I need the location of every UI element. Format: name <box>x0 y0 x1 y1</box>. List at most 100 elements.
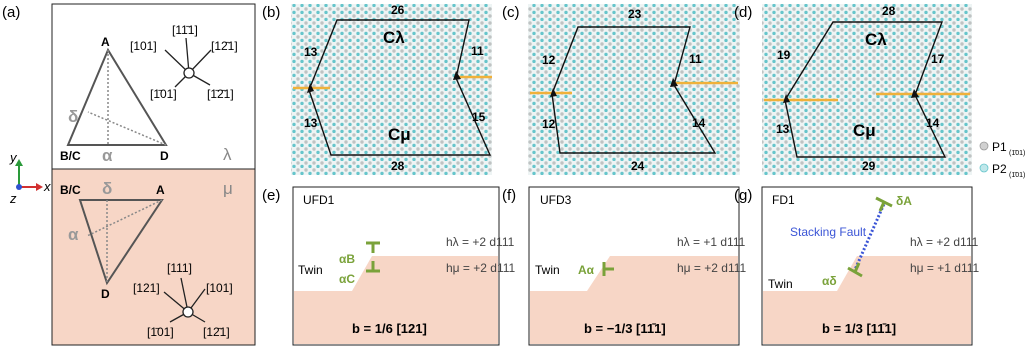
panel-d-label: (d) <box>734 4 752 21</box>
bottom-dir-1: [111] <box>167 261 192 275</box>
b-c-lambda: Cλ <box>383 28 405 47</box>
coordinate-axes: y x z <box>9 150 51 206</box>
d-right-upper: 17 <box>931 52 945 66</box>
atom-map-b <box>291 4 492 175</box>
panel-f-title: UFD3 <box>540 193 572 207</box>
top-vertex-d: D <box>160 149 169 163</box>
lambda-box <box>51 3 256 170</box>
bottom-dir-4: [12̄1] <box>203 325 230 339</box>
panel-e-mu-region <box>294 256 498 344</box>
d-c-mu: Cμ <box>853 121 876 140</box>
b-left-lower: 13 <box>304 116 318 130</box>
panel-a-label: (a) <box>2 4 20 21</box>
disloc-a-alpha: Aα <box>578 263 595 277</box>
disloc-alpha-b-symbol <box>366 241 380 253</box>
mu-symbol: μ <box>223 179 233 198</box>
d-c-lambda: Cλ <box>865 30 887 49</box>
bottom-dir-0: [121] <box>133 281 160 295</box>
lambda-symbol: λ <box>223 145 232 164</box>
bottom-thompson-triangle <box>78 199 164 286</box>
panel-e-twin: Twin <box>298 263 323 277</box>
axis-y-label: y <box>9 150 18 165</box>
panel-g-h-mu: hμ = +1 d111 <box>910 261 980 275</box>
panel-c-label: (c) <box>502 4 520 21</box>
bottom-dir-2: [101] <box>206 281 233 295</box>
c-bottom: 24 <box>631 159 645 173</box>
bottom-median-d <box>86 199 163 237</box>
panel-e-title: UFD1 <box>303 193 335 207</box>
atom-map-c <box>528 4 740 175</box>
bottom-direction-star: [121] [111] [101] [1̄01] [12̄1] <box>133 261 233 339</box>
d-left-lower: 13 <box>776 122 790 136</box>
c-top: 23 <box>628 7 642 21</box>
disloc-alpha-delta: αδ <box>822 274 837 288</box>
panel-e: (e) UFD1 hλ = +2 d111 hμ = +2 d111 Twin … <box>262 186 516 346</box>
legend-p1: P1 <box>992 140 1007 154</box>
atom-legend: P1 (1̄01) P2 (1̄01) <box>979 140 1025 179</box>
d-top: 28 <box>882 4 896 18</box>
bottom-dir-3: [1̄01] <box>147 325 174 339</box>
bottom-delta: δ <box>102 179 112 198</box>
top-vertex-a: A <box>101 35 110 49</box>
top-alpha: α <box>102 146 113 165</box>
b-right-upper: 11 <box>471 44 484 58</box>
bottom-vertex-a: A <box>156 183 165 197</box>
panel-e-burgers: b = 1/6 [121] <box>352 321 427 336</box>
disloc-alpha-c-symbol <box>366 261 380 273</box>
panel-g-label: (g) <box>734 187 752 204</box>
panel-a: (a) A B/C D α δ λ [101] [11̄1] [12̄1] [1… <box>2 3 256 346</box>
bottom-vertex-d: D <box>101 287 110 301</box>
c-right-lower: 14 <box>692 116 706 130</box>
legend-p1-sub: (1̄01) <box>1009 150 1025 157</box>
top-dir-2: [12̄1] <box>211 39 238 53</box>
disloc-alpha-delta-symbol <box>847 262 863 278</box>
atom-map-d <box>762 4 972 175</box>
c-right-upper: 11 <box>689 52 702 66</box>
d-left-upper: 19 <box>777 48 791 62</box>
panel-e-label: (e) <box>262 187 280 204</box>
b-top: 26 <box>391 3 405 17</box>
c-left-lower: 12 <box>542 117 556 131</box>
top-thompson-triangle <box>66 47 168 146</box>
legend-p2-sub: (1̄01) <box>1009 172 1025 179</box>
stacking-fault-line <box>852 203 886 273</box>
panel-f-h-lambda: hλ = +1 d111 <box>677 235 746 249</box>
panel-g-twin: Twin <box>768 277 793 291</box>
d-right-lower: 14 <box>926 116 940 130</box>
disloc-alpha-c: αC <box>339 272 355 286</box>
top-dir-0: [101] <box>130 39 157 53</box>
top-dir-3: [1̄01] <box>150 87 177 101</box>
top-delta: δ <box>68 107 78 126</box>
panel-e-h-mu: hμ = +2 d111 <box>446 261 516 275</box>
panel-f-h-mu: hμ = +2 d111 <box>677 261 747 275</box>
stacking-fault-label: Stacking Fault <box>790 225 867 239</box>
bottom-vertex-bc: B/C <box>60 183 81 197</box>
top-direction-star: [101] [11̄1] [12̄1] [1̄01] [1̄2̄1] <box>130 23 238 101</box>
d-bottom: 29 <box>862 159 876 173</box>
legend-p1-marker <box>979 141 989 151</box>
panel-f: (f) UFD3 hλ = +1 d111 hμ = +2 d111 Twin … <box>502 186 747 346</box>
panel-d: (d) 28 19 13 17 14 29 Cλ Cμ <box>734 4 972 175</box>
panel-b-label: (b) <box>262 4 280 21</box>
b-left-upper: 13 <box>304 45 318 59</box>
top-dir-4: [1̄2̄1] <box>207 87 234 101</box>
panel-g-h-lambda: hλ = +2 d111 <box>910 235 979 249</box>
panel-g-burgers: b = 1/3 [11̄1] <box>822 321 896 336</box>
disloc-alpha-b: αB <box>339 252 355 266</box>
disloc-a-alpha-symbol <box>602 262 614 276</box>
panel-b: (b) 26 13 13 11 15 28 Cλ Cμ <box>262 3 492 175</box>
b-bottom: 28 <box>391 159 405 173</box>
panel-f-burgers: b = −1/3 [11̄1] <box>584 321 666 336</box>
top-vertex-bc: B/C <box>60 149 81 163</box>
panel-f-label: (f) <box>502 187 516 204</box>
legend-p2-marker <box>979 163 989 173</box>
axis-z-label: z <box>9 191 17 206</box>
panel-f-twin: Twin <box>535 263 560 277</box>
bottom-alpha: α <box>68 225 79 244</box>
disloc-delta-a-symbol <box>875 196 893 212</box>
top-dir-1: [11̄1] <box>172 23 198 37</box>
panel-g: (g) FD1 hλ = +2 d111 hμ = +1 d111 Twin S… <box>734 186 980 346</box>
panel-e-h-lambda: hλ = +2 d111 <box>446 235 515 249</box>
mu-box <box>51 168 256 346</box>
